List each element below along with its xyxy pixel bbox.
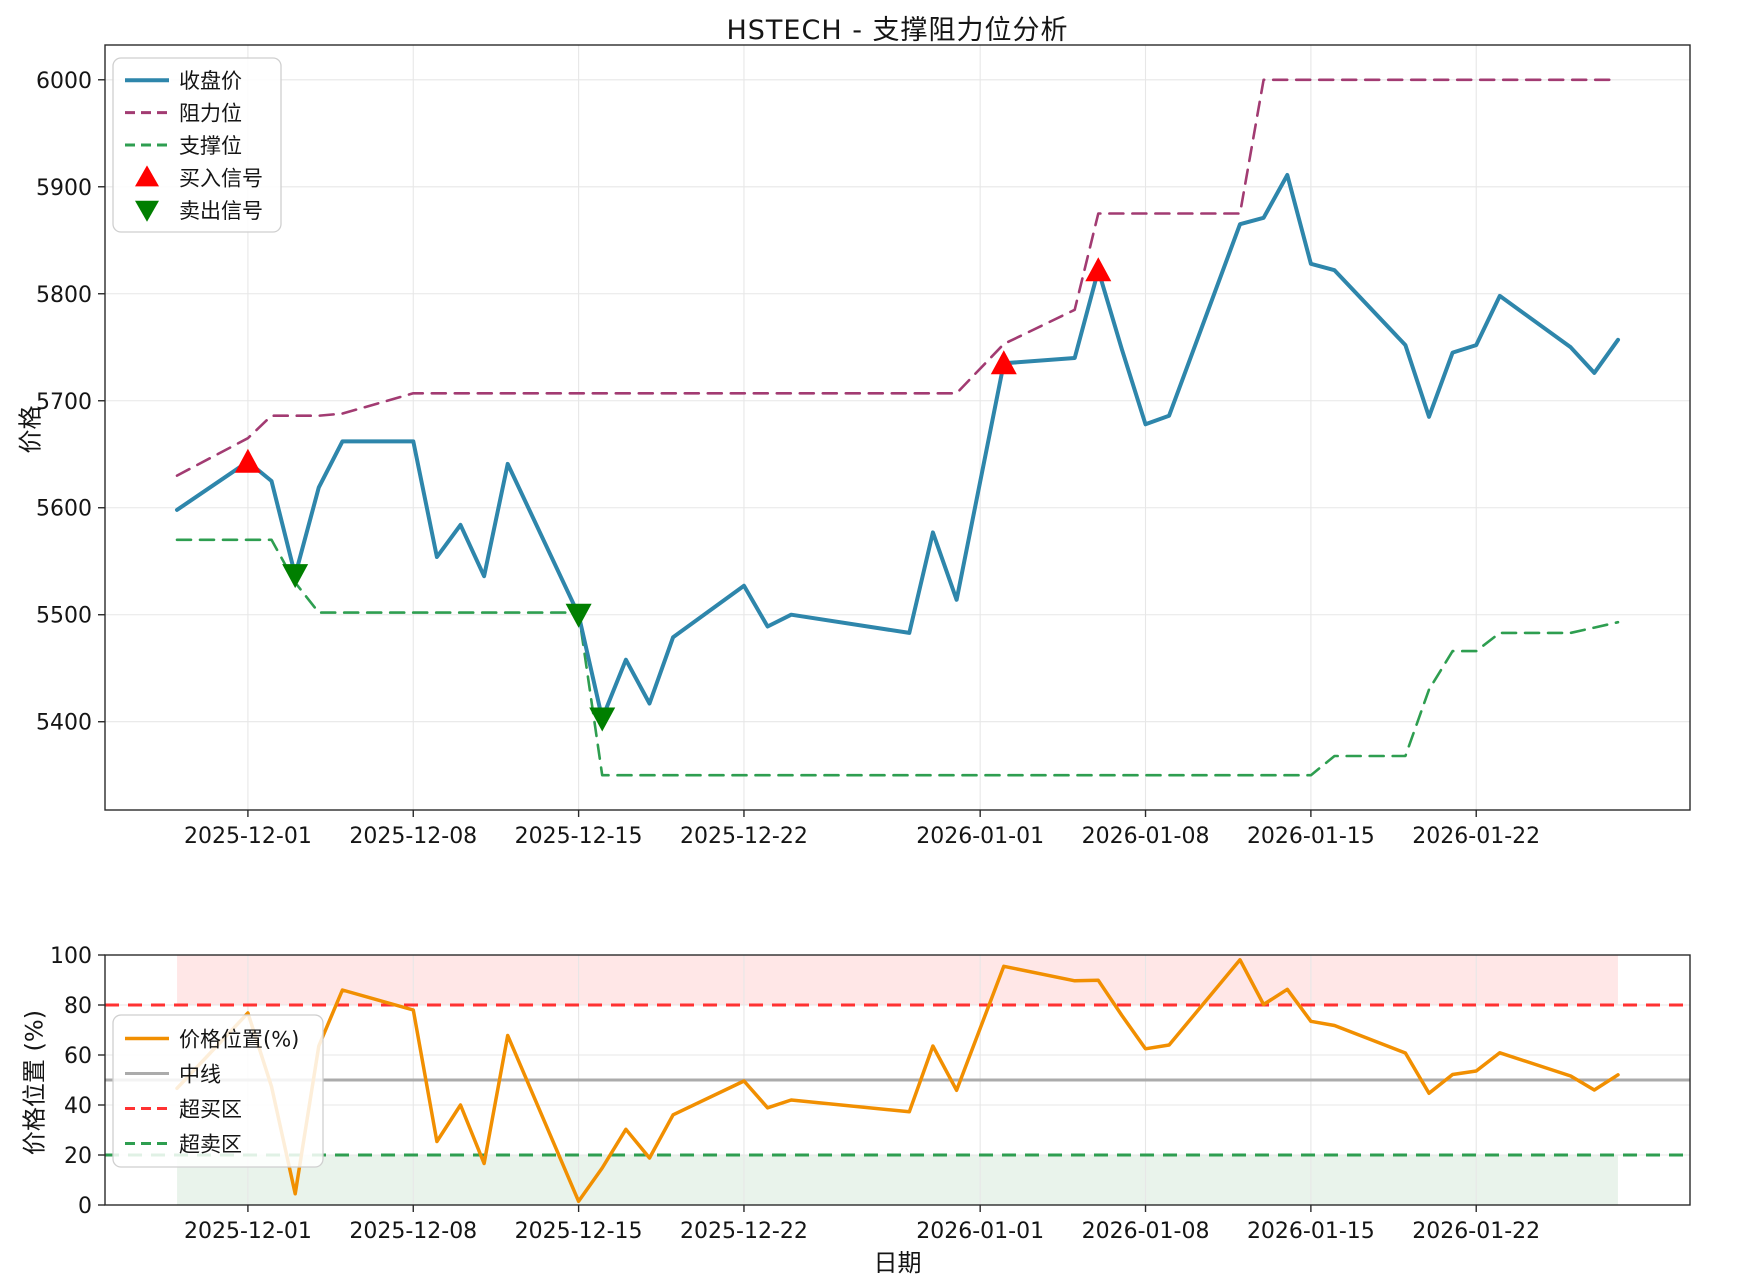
x-tick-label: 2026-01-01 bbox=[916, 824, 1044, 849]
y-tick-label: 5900 bbox=[36, 176, 92, 201]
y-tick-label: 5600 bbox=[36, 497, 92, 522]
x-tick-label: 2026-01-22 bbox=[1412, 1219, 1540, 1244]
support-line bbox=[175, 538, 1620, 777]
y-tick-label: 80 bbox=[64, 994, 92, 1019]
sell-signal-marker bbox=[589, 707, 616, 732]
x-tick-label: 2026-01-15 bbox=[1247, 1219, 1375, 1244]
legend-label: 支撑位 bbox=[179, 134, 242, 158]
close-line bbox=[175, 173, 1620, 721]
legend-label: 卖出信号 bbox=[179, 199, 263, 223]
x-tick-label: 2026-01-08 bbox=[1082, 1219, 1210, 1244]
sell-signal-marker bbox=[282, 564, 309, 589]
top-chart: 2025-12-01 2025-12-08 2025-12-15 2025-12-22… bbox=[36, 44, 1691, 849]
axes-spines bbox=[104, 44, 1691, 811]
x-tick-label: 2025-12-08 bbox=[349, 824, 477, 849]
x-tick-label: 2025-12-15 bbox=[515, 1219, 643, 1244]
position-line bbox=[175, 958, 1620, 1204]
axes-spines bbox=[104, 954, 1691, 1206]
x-tick-label: 2026-01-22 bbox=[1412, 824, 1540, 849]
y-tick-label: 5700 bbox=[36, 390, 92, 415]
oversold-band bbox=[177, 1155, 1618, 1205]
legend-label: 收盘价 bbox=[179, 69, 242, 93]
x-tick-label: 2025-12-01 bbox=[184, 824, 312, 849]
y-axis-ticks: 5400 5500 5600 5700 5800 5900 6000 bbox=[36, 69, 105, 736]
y-tick-label: 0 bbox=[78, 1194, 92, 1219]
y-tick-label: 100 bbox=[50, 944, 92, 969]
x-tick-label: 2025-12-22 bbox=[680, 1219, 808, 1244]
x-axis-ticks: 2025-12-01 2025-12-08 2025-12-15 2025-12-22… bbox=[184, 1205, 1540, 1244]
y-tick-label: 60 bbox=[64, 1044, 92, 1069]
x-axis-ticks: 2025-12-01 2025-12-08 2025-12-15 2025-12-22… bbox=[184, 810, 1540, 849]
y-tick-label: 5800 bbox=[36, 283, 92, 308]
x-tick-label: 2026-01-01 bbox=[916, 1219, 1044, 1244]
buy-legend-marker bbox=[135, 165, 159, 187]
legend-label: 价格位置(%) bbox=[179, 1028, 299, 1052]
legend-label: 超卖区 bbox=[179, 1133, 242, 1157]
buy-signal-marker bbox=[234, 448, 261, 473]
resistance-line bbox=[175, 78, 1620, 477]
bottom-chart: 2025-12-01 2025-12-08 2025-12-15 2025-12-22… bbox=[50, 944, 1691, 1244]
y-tick-label: 20 bbox=[64, 1144, 92, 1169]
legend-box bbox=[112, 57, 282, 233]
x-tick-label: 2025-12-15 bbox=[515, 824, 643, 849]
x-tick-label: 2026-01-15 bbox=[1247, 824, 1375, 849]
x-tick-label: 2025-12-22 bbox=[680, 824, 808, 849]
buy-signal-marker bbox=[1085, 257, 1112, 282]
legend-label: 中线 bbox=[179, 1063, 221, 1087]
legend-label: 超买区 bbox=[179, 1098, 242, 1122]
legend-box bbox=[112, 1014, 324, 1168]
y-tick-label: 40 bbox=[64, 1094, 92, 1119]
sell-legend-marker bbox=[135, 200, 159, 222]
figure-title: HSTECH - 支撑阻力位分析 bbox=[726, 15, 1069, 46]
gridlines bbox=[105, 45, 1690, 810]
legend-label: 阻力位 bbox=[179, 102, 242, 126]
legend-label: 买入信号 bbox=[179, 166, 263, 190]
y-axis-ticks: 0 20 40 60 80 100 bbox=[50, 944, 105, 1219]
x-tick-label: 2026-01-08 bbox=[1082, 824, 1210, 849]
y-tick-label: 6000 bbox=[36, 69, 92, 94]
sell-signal-marker bbox=[565, 603, 592, 628]
y-tick-label: 5400 bbox=[36, 711, 92, 736]
x-axis-label-date: 日期 bbox=[873, 1249, 922, 1277]
buy-signal-marker bbox=[990, 350, 1017, 375]
x-tick-label: 2025-12-01 bbox=[184, 1219, 312, 1244]
y-tick-label: 5500 bbox=[36, 604, 92, 629]
overbought-band bbox=[177, 955, 1618, 1005]
x-tick-label: 2025-12-08 bbox=[349, 1219, 477, 1244]
